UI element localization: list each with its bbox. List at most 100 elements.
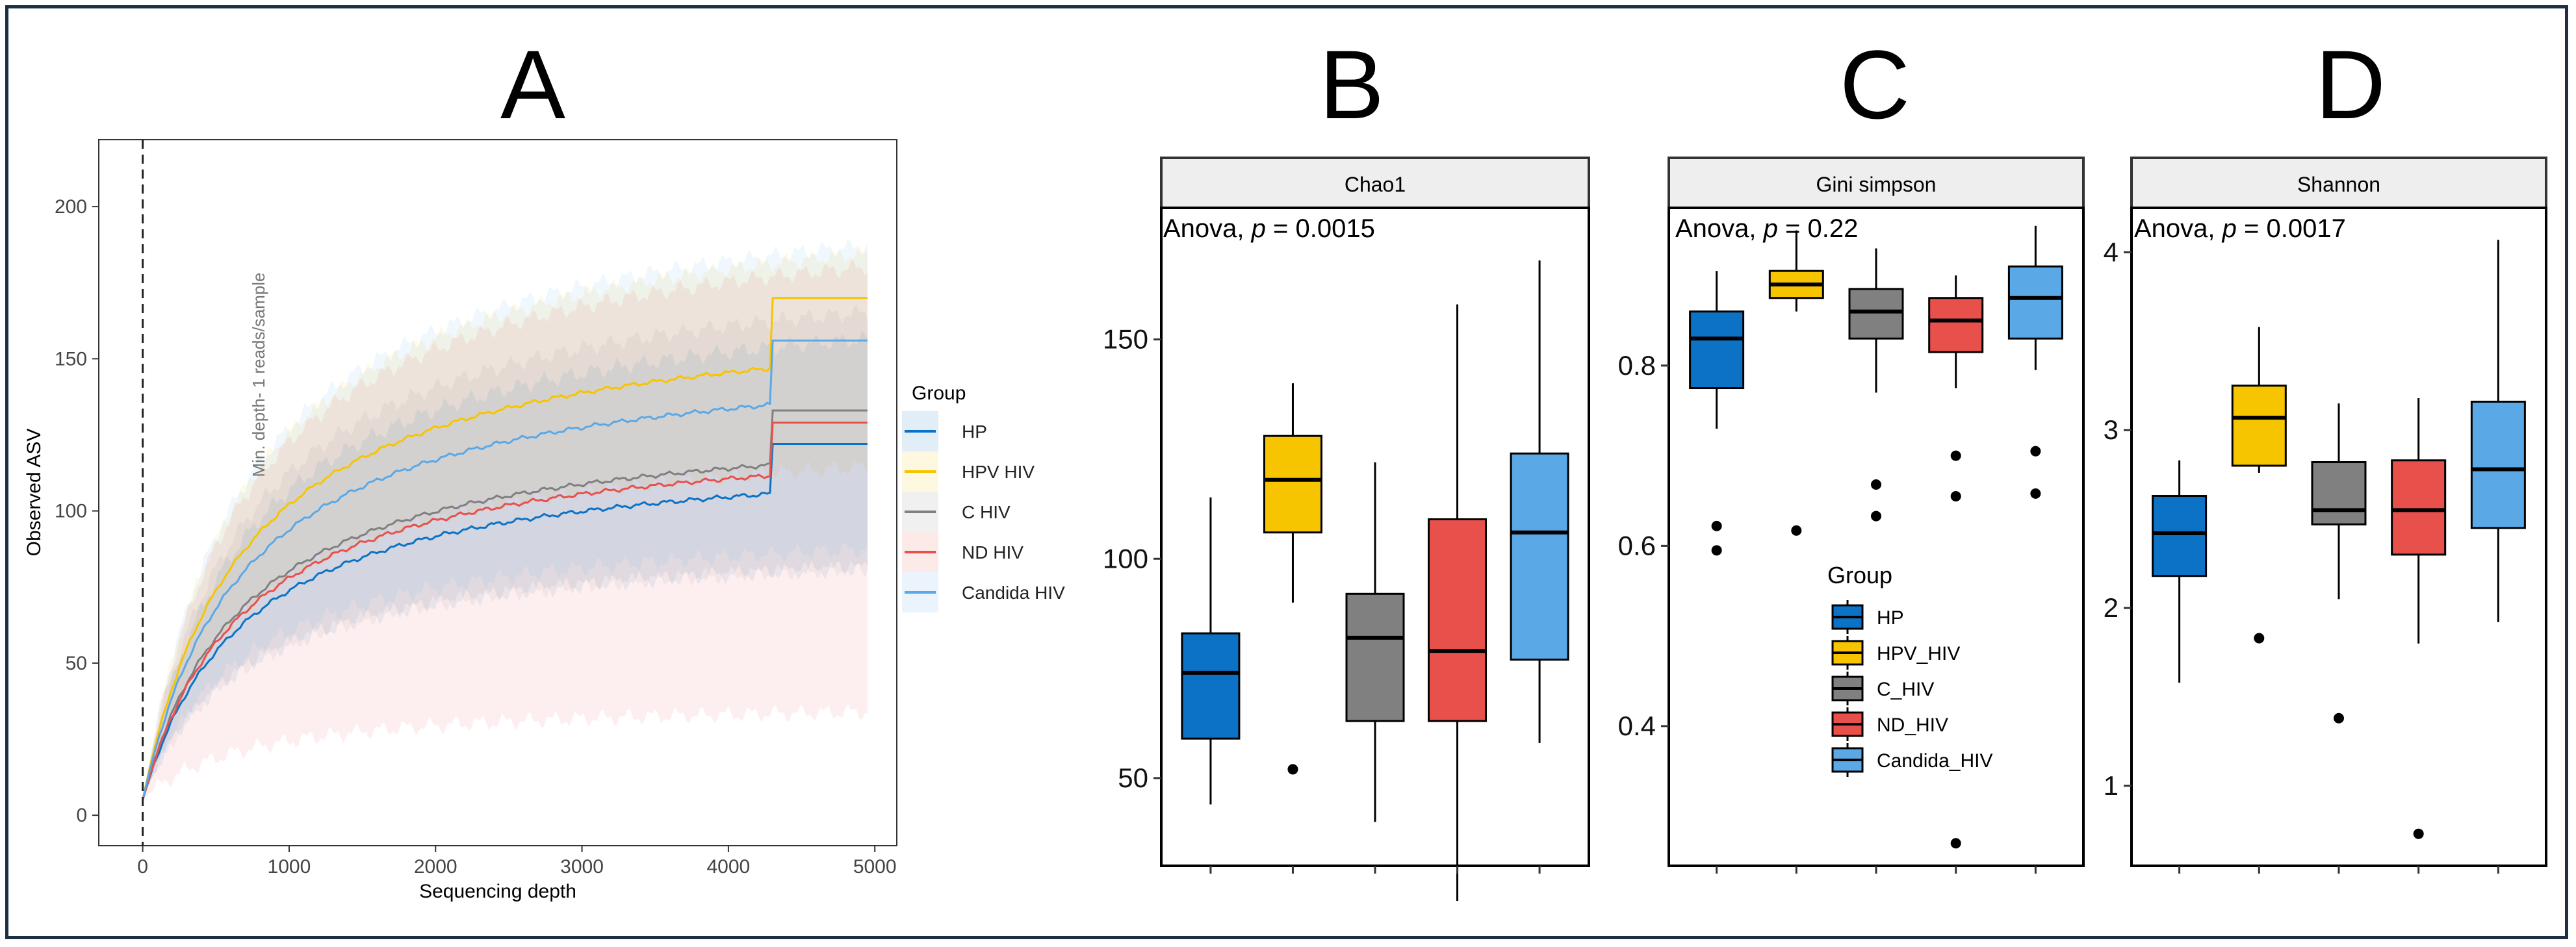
outlier-hp (1711, 545, 1722, 556)
chao1-boxplot: Chao1 Anova, p = 0.0015 50 100 150 (1103, 157, 1590, 902)
legend-label: HPV_HIV (1877, 643, 1960, 664)
legend-label: ND_HIV (1877, 714, 1948, 736)
strip-header (1160, 157, 1590, 209)
x-tick-label: 2000 (414, 856, 457, 878)
box-nd-hiv (1928, 297, 1984, 353)
confidence-band-nd-hiv (142, 260, 868, 800)
outlier-hp (1711, 520, 1722, 531)
outlier-nd-hiv (2413, 828, 2424, 839)
y-tick-label: 100 (1103, 543, 1148, 574)
legend-label: Candida HIV (962, 583, 1065, 603)
anova-label: Anova, p = 0.22 (1675, 214, 1858, 243)
gini-simpson-boxplot: Gini simpson Anova, p = 0.22 0.4 0.6 0.8 G… (1618, 157, 2085, 874)
box-c-hiv (1848, 288, 1904, 340)
y-tick-label: 3 (2104, 414, 2119, 445)
outlier-hpv-hiv (1791, 525, 1802, 536)
shannon-boxplot: Shannon Anova, p = 0.0017 1 2 3 4 (2104, 157, 2547, 874)
box-hp (1689, 310, 1745, 390)
box-nd-hiv (1428, 518, 1488, 722)
confidence-band-c-hiv (142, 304, 868, 800)
legend-label: ND HIV (962, 542, 1024, 562)
x-tick-label: 4000 (707, 856, 751, 878)
y-tick-label: 50 (1118, 763, 1148, 793)
anova-label: Anova, p = 0.0017 (2134, 214, 2346, 243)
x-tick-label: 0 (137, 856, 148, 878)
box-hpv-hiv (1263, 435, 1322, 534)
confidence-band-hpv-hiv (142, 245, 868, 800)
strip-header (1668, 157, 2085, 209)
y-tick-label: 4 (2104, 236, 2119, 267)
x-tick-label: 5000 (853, 856, 897, 878)
y-tick-label: 50 (66, 653, 87, 674)
axes: 1 2 3 4 (2104, 236, 2499, 874)
outlier-candida-hiv (2030, 488, 2041, 499)
series-line-c-hiv (142, 409, 868, 801)
y-tick-label: 0.4 (1618, 711, 1656, 741)
box-candida-hiv (1510, 452, 1569, 661)
axes: 0 1000 2000 3000 4000 5000 0 50 100 150 200 (55, 140, 897, 878)
y-tick-label: 100 (55, 501, 87, 522)
min-depth-label: Min. depth- 1 reads/sample (249, 272, 268, 477)
legend-label: HP (1877, 607, 1904, 629)
legend-label: Candida_HIV (1877, 750, 1992, 772)
legend-title: Group (912, 383, 966, 404)
outlier-hpv-hiv (1287, 764, 1298, 775)
boxes (1689, 225, 2063, 849)
boxes (1181, 260, 1569, 902)
panel-letter-c: C (1840, 30, 1910, 139)
y-tick-label: 150 (1103, 324, 1148, 355)
axes: 50 100 150 (1103, 324, 1541, 874)
y-tick-label: 2 (2104, 592, 2119, 623)
box-c-hiv (2311, 461, 2367, 525)
legend-label: C HIV (962, 502, 1011, 522)
box-candida-hiv (2470, 400, 2526, 529)
confidence-bands (142, 238, 868, 800)
legend: Group HP HPV_HIV C_HIV ND_HIV Candida_HIV (1827, 562, 1992, 777)
strip-label: Chao1 (1345, 173, 1406, 196)
y-tick-label: 200 (55, 196, 87, 218)
outlier-hpv-hiv (2254, 633, 2265, 644)
legend-label: HP (962, 422, 987, 442)
anova-label: Anova, p = 0.0015 (1163, 214, 1375, 243)
x-tick-label: 1000 (268, 856, 311, 878)
outlier-nd-hiv (1950, 450, 1961, 461)
y-tick-label: 1 (2104, 770, 2119, 801)
rarefaction-chart: 0 1000 2000 3000 4000 5000 0 50 100 150 200 Min. d… (23, 139, 1065, 902)
outlier-candida-hiv (2030, 446, 2041, 457)
legend-label: C_HIV (1877, 679, 1934, 700)
box-hpv-hiv (2231, 385, 2287, 467)
series-line-hpv-hiv (142, 297, 868, 801)
outlier-c-hiv (1871, 511, 1881, 522)
panel-letter-a: A (500, 30, 565, 139)
series-line-candida-hiv (142, 339, 868, 801)
outlier-nd-hiv (1950, 491, 1961, 502)
outlier-c-hiv (1871, 479, 1881, 490)
outlier-c-hiv (2334, 713, 2344, 724)
legend-label: HPV HIV (962, 462, 1035, 482)
y-tick-label: 0 (76, 805, 87, 826)
box-hp (1181, 632, 1241, 740)
legend: Group HP HPV HIV C HIV ND HIV Candida HIV (902, 383, 1065, 612)
box-hp (2152, 495, 2208, 577)
y-axis-title: Observed ASV (23, 429, 45, 557)
confidence-band-candida-hiv (142, 238, 868, 800)
series-lines (142, 297, 868, 801)
confidence-band-hp (142, 331, 868, 800)
box-candida-hiv (2007, 265, 2063, 340)
boxes (2152, 240, 2526, 839)
series-line-nd-hiv (142, 422, 868, 801)
legend-title: Group (1827, 562, 1892, 588)
series-line-hp (142, 443, 868, 801)
y-tick-label: 0.6 (1618, 530, 1656, 561)
strip-label: Shannon (2297, 173, 2380, 196)
x-tick-label: 3000 (560, 856, 604, 878)
box-c-hiv (1345, 592, 1405, 722)
strip-label: Gini simpson (1816, 173, 1937, 196)
y-tick-label: 150 (55, 348, 87, 370)
panel-letter-b: B (1319, 30, 1384, 139)
figure-frame (5, 5, 2568, 939)
panel-letter-d: D (2315, 30, 2386, 139)
y-tick-label: 0.8 (1618, 350, 1656, 381)
axes: 0.4 0.6 0.8 (1618, 350, 2037, 874)
